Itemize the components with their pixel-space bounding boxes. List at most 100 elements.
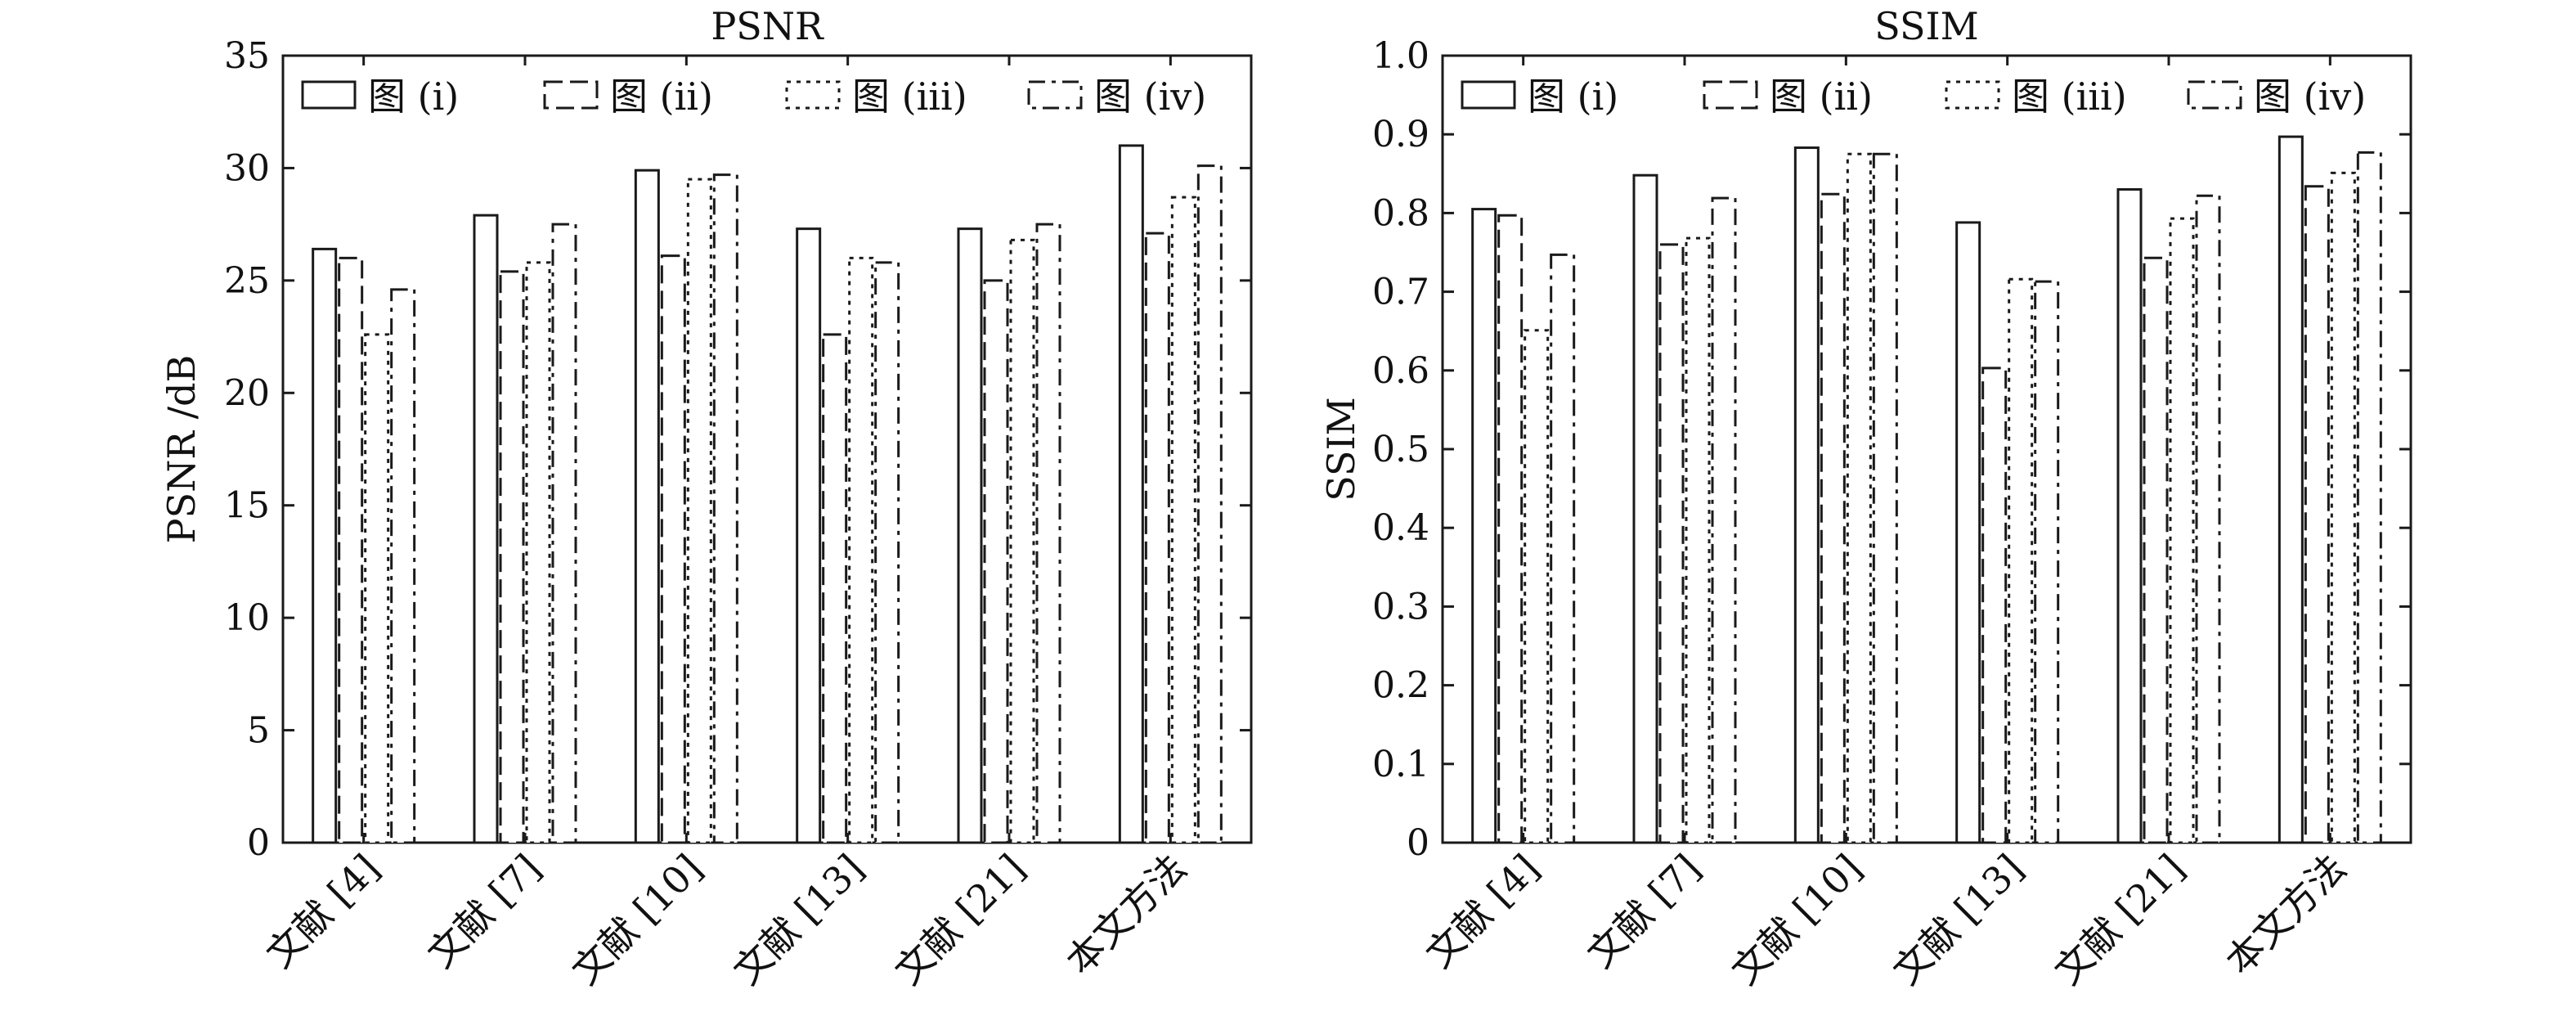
legend-swatch xyxy=(1703,80,1758,110)
x-tick-label: 文献 [7] xyxy=(1578,846,1709,977)
y-tick-label: 15 xyxy=(224,485,270,527)
bar-3 xyxy=(1524,329,1550,844)
bar-2 xyxy=(338,256,364,844)
bar-4 xyxy=(712,173,738,844)
bar-1 xyxy=(1793,146,1820,844)
bar-4 xyxy=(2356,151,2382,844)
legend-label: 图 (iii) xyxy=(2012,74,2127,119)
legend-swatch xyxy=(785,80,841,110)
x-tick-label: 文献 [21] xyxy=(886,846,1033,993)
legend-label: 图 (i) xyxy=(368,74,459,119)
bar-1 xyxy=(473,214,499,844)
y-tick-label: 0.8 xyxy=(1372,192,1429,234)
bar-1 xyxy=(634,169,660,844)
bar-3 xyxy=(364,333,390,844)
x-tick-label: 文献 [10] xyxy=(563,846,711,993)
y-tick-label: 20 xyxy=(224,372,270,414)
legend-label: 图 (ii) xyxy=(610,74,713,119)
bar-3 xyxy=(1170,196,1196,844)
plot-frame xyxy=(281,54,1253,844)
legend-label: 图 (iv) xyxy=(1094,74,1206,119)
x-tick-label: 文献 [4] xyxy=(1417,846,1548,977)
bar-1 xyxy=(2278,135,2304,844)
legend-swatch xyxy=(543,80,599,110)
bar-4 xyxy=(2034,280,2060,844)
y-tick-label: 5 xyxy=(247,710,270,752)
bar-4 xyxy=(1196,164,1223,844)
bar-2 xyxy=(2143,256,2169,844)
bar-3 xyxy=(2169,217,2195,844)
bar-3 xyxy=(525,261,551,844)
bar-3 xyxy=(686,178,712,844)
bar-2 xyxy=(1658,243,1685,844)
bar-3 xyxy=(1009,238,1035,844)
legend-label: 图 (iii) xyxy=(852,74,967,119)
bar-2 xyxy=(1981,367,2008,844)
legend-swatch xyxy=(1027,80,1083,110)
y-axis-label: SSIM xyxy=(1319,397,1363,502)
chart-title: PSNR xyxy=(711,4,824,48)
y-tick-label: 25 xyxy=(224,260,270,302)
bar-4 xyxy=(1872,152,1898,844)
y-tick-label: 0.1 xyxy=(1372,744,1429,785)
x-tick-label: 文献 [13] xyxy=(1884,846,2031,993)
bar-4 xyxy=(1035,223,1061,844)
y-tick-label: 0.3 xyxy=(1372,586,1429,627)
bar-4 xyxy=(2195,194,2221,844)
bar-2 xyxy=(822,333,848,844)
bar-2 xyxy=(2304,185,2330,844)
legend-swatch xyxy=(301,80,357,110)
y-tick-label: 0 xyxy=(1407,822,1429,864)
bar-2 xyxy=(1820,192,1846,844)
bar-2 xyxy=(1144,232,1170,844)
y-tick-label: 1.0 xyxy=(1372,35,1429,77)
bar-1 xyxy=(1632,173,1658,844)
bar-4 xyxy=(390,288,416,844)
x-tick-label: 文献 [10] xyxy=(1723,846,1870,993)
bar-4 xyxy=(874,261,900,844)
y-tick-label: 0.4 xyxy=(1372,507,1429,549)
bar-4 xyxy=(551,223,577,844)
bar-2 xyxy=(983,279,1009,844)
bar-3 xyxy=(848,256,874,844)
legend-label: 图 (ii) xyxy=(1770,74,1873,119)
x-tick-label: 文献 [7] xyxy=(419,846,550,977)
y-tick-label: 30 xyxy=(224,147,270,189)
plot-frame xyxy=(1441,54,2412,844)
chart-panel-2: SSIM SSIM 0 0.1 0.2 0.3 0.4 0.5 0.6 0.7 0.8 0.9 1.0 文… xyxy=(1319,4,2412,993)
bar-1 xyxy=(957,227,983,844)
bar-4 xyxy=(1711,196,1737,844)
x-tick-label: 本文方法 xyxy=(1057,846,1195,983)
y-tick-label: 0.2 xyxy=(1372,665,1429,707)
x-tick-label: 文献 [13] xyxy=(725,846,872,993)
bar-3 xyxy=(2008,277,2034,844)
legend-swatch xyxy=(1461,80,1516,110)
bar-4 xyxy=(1550,253,1576,844)
bar-3 xyxy=(1846,152,1872,844)
bar-1 xyxy=(1118,144,1144,844)
y-tick-label: 0.7 xyxy=(1372,272,1429,313)
bar-1 xyxy=(312,247,338,844)
y-tick-label: 0.5 xyxy=(1372,429,1429,470)
x-tick-label: 文献 [21] xyxy=(2045,846,2192,993)
y-tick-label: 0 xyxy=(247,822,270,864)
legend-label: 图 (i) xyxy=(1528,74,1618,119)
x-tick-label: 本文方法 xyxy=(2217,846,2354,983)
x-tick-label: 文献 [4] xyxy=(258,846,388,977)
y-tick-label: 10 xyxy=(224,597,270,639)
y-tick-label: 0.9 xyxy=(1372,114,1429,155)
bar-2 xyxy=(660,254,686,844)
bar-2 xyxy=(499,270,525,844)
bar-2 xyxy=(1497,214,1524,844)
bar-3 xyxy=(2330,171,2356,844)
legend-swatch xyxy=(2187,80,2242,110)
bar-1 xyxy=(1955,221,1981,844)
bar-1 xyxy=(1471,208,1497,844)
legend-label: 图 (iv) xyxy=(2254,74,2366,119)
y-axis-label: PSNR /dB xyxy=(159,355,204,544)
legend-swatch xyxy=(1945,80,2000,110)
bar-3 xyxy=(1685,236,1711,844)
y-tick-label: 35 xyxy=(224,35,270,77)
